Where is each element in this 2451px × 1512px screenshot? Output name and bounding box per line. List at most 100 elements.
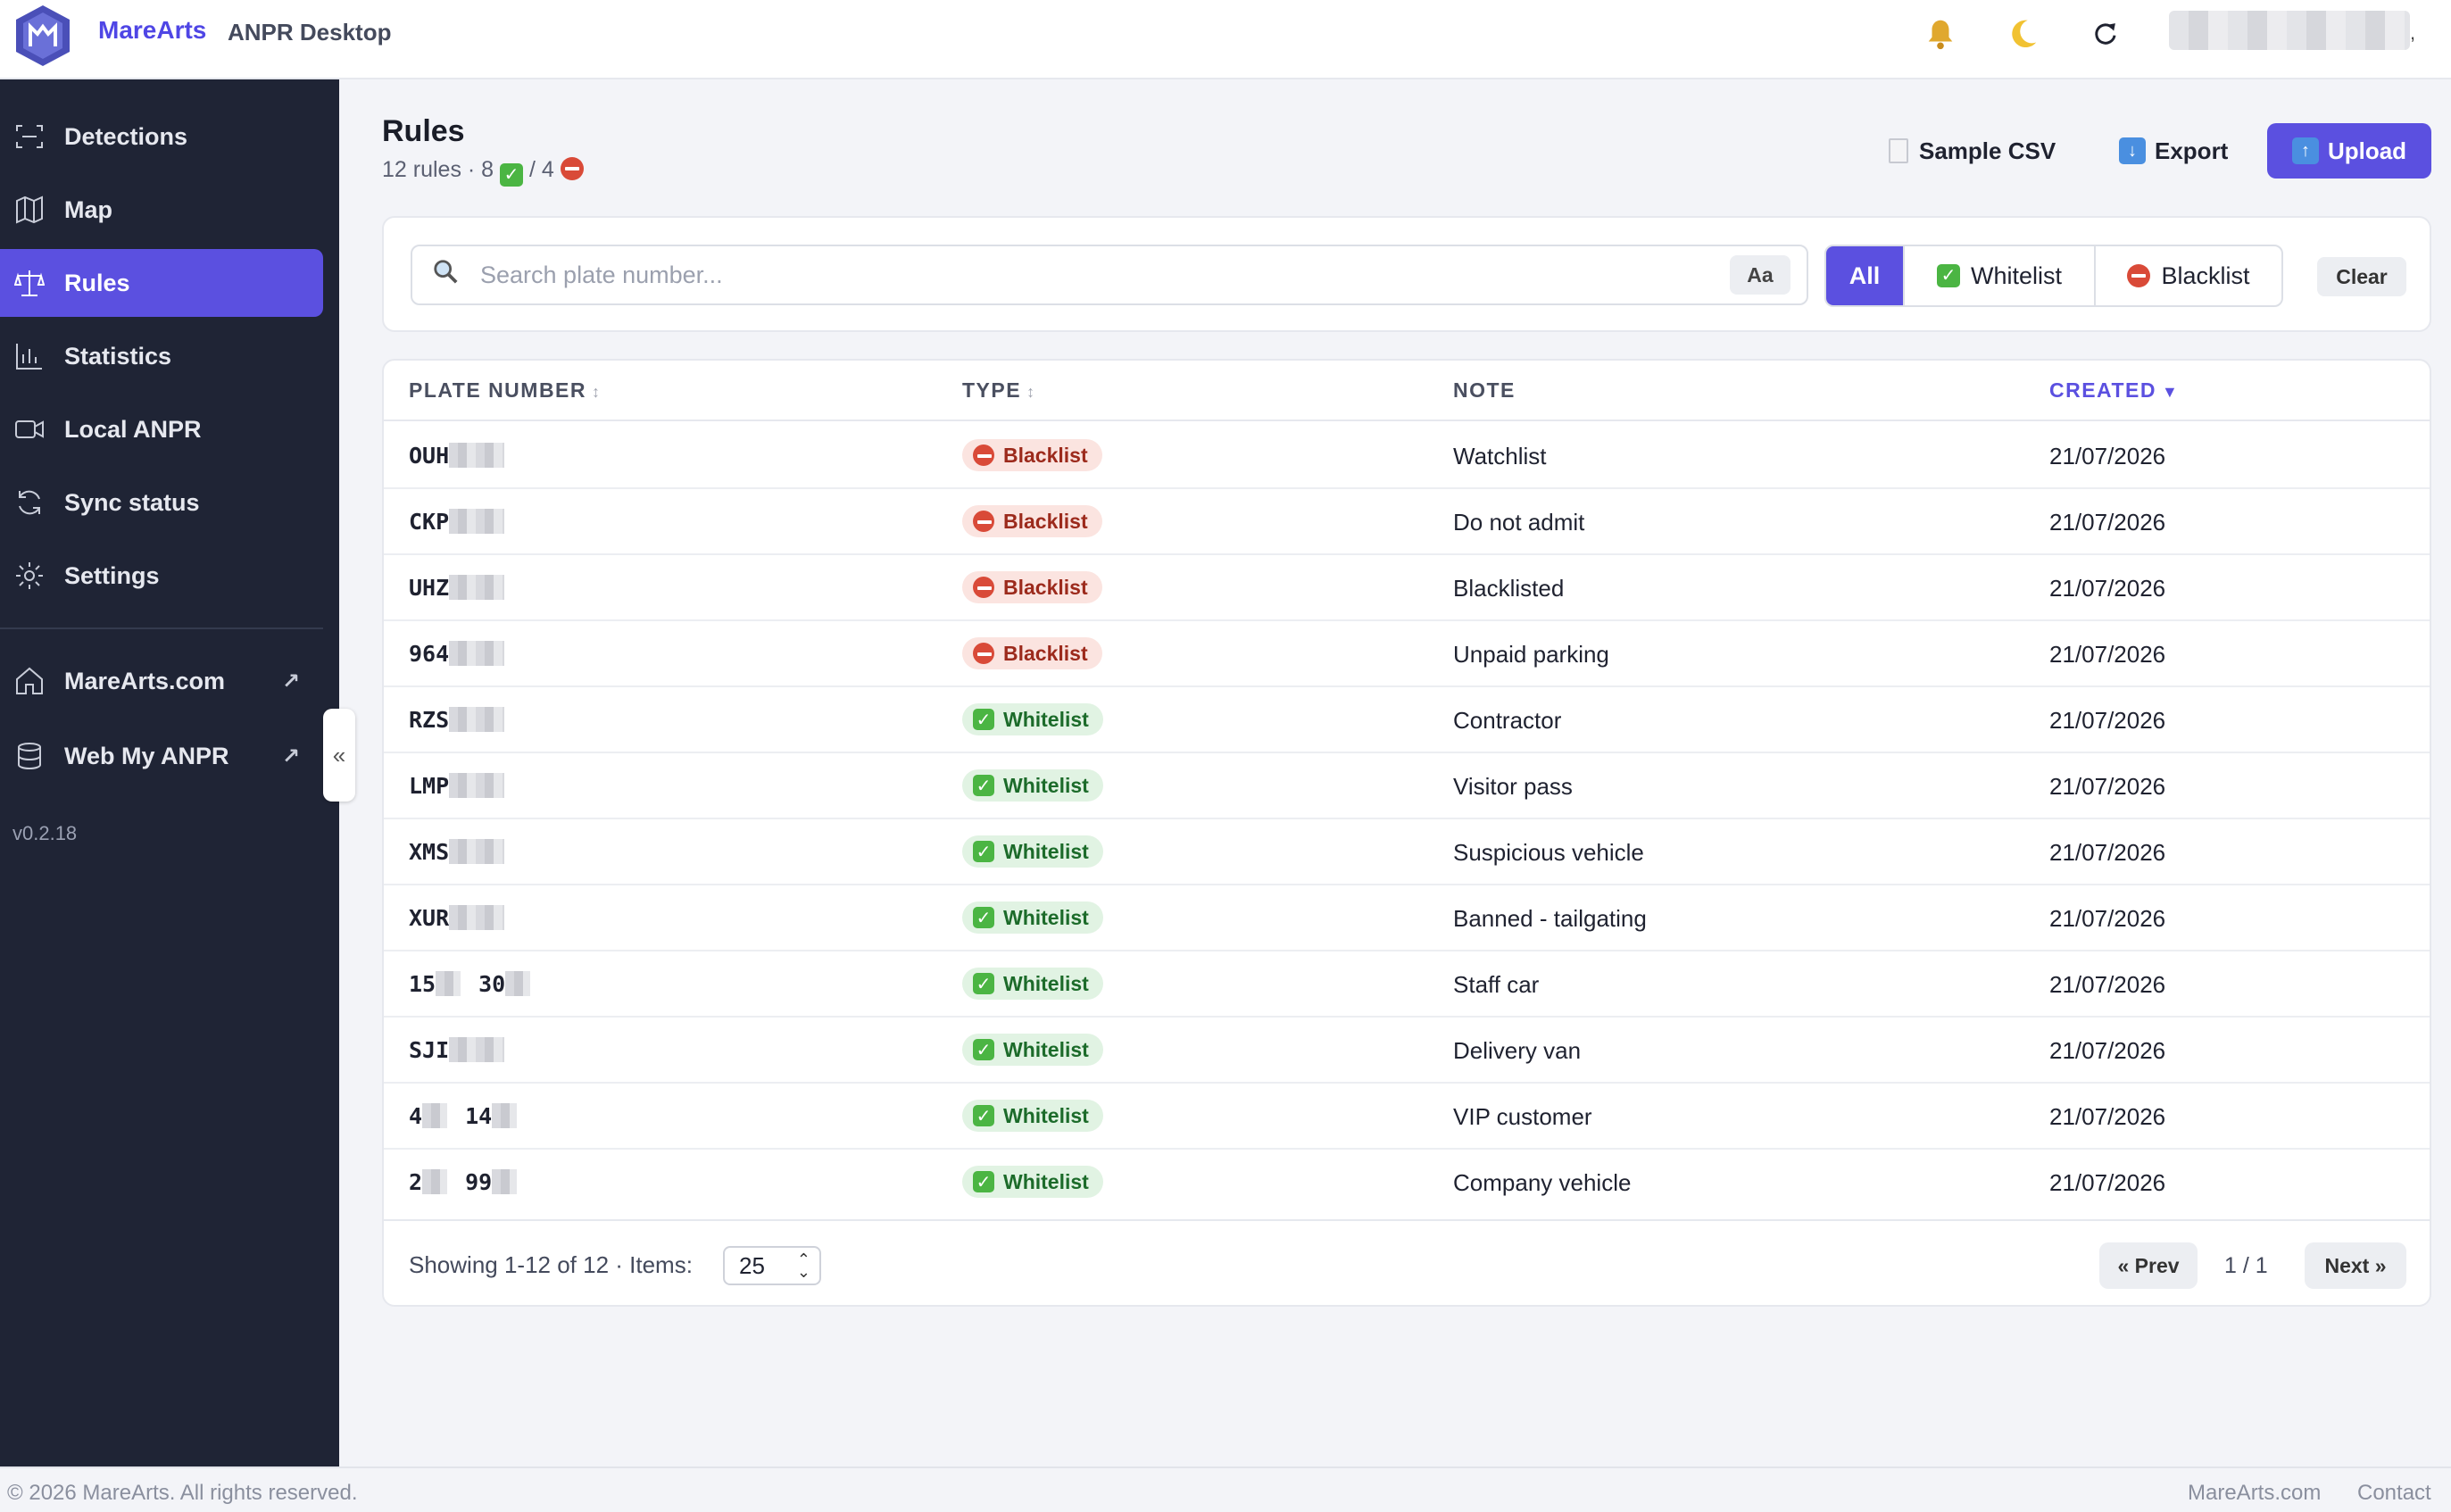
table-row[interactable]: RZS ✓ Whitelist Contractor 21/07/2026 [384, 687, 2430, 753]
upload-arrow-icon: ↑ [2291, 137, 2319, 164]
next-page-button[interactable]: Next » [2305, 1242, 2406, 1289]
sidebar-item-detections[interactable]: Detections [0, 103, 323, 170]
sample-csv-button[interactable]: Sample CSV [1889, 129, 2056, 173]
plate-redacted [449, 641, 505, 666]
plate-prefix: UHZ [409, 575, 450, 601]
type-label: Whitelist [1003, 1169, 1089, 1193]
type-label: Blacklist [1003, 509, 1088, 533]
sort-desc-icon: ▼ [2161, 383, 2180, 401]
plate-part-2: 99 [465, 1169, 493, 1195]
table-row[interactable]: 2 99 ✓ Whitelist Company vehicle 21/07/2026 [384, 1150, 2430, 1216]
column-header-created[interactable]: CREATED ▼ [2049, 378, 2179, 403]
type-badge: ✓ Whitelist [962, 1166, 1103, 1198]
note-text: Visitor pass [1453, 773, 1573, 800]
items-per-page-select[interactable]: 25 ⌃ ⌄ [723, 1246, 821, 1285]
no-entry-icon [560, 157, 584, 180]
bell-icon[interactable] [1919, 12, 1962, 55]
table-row[interactable]: 4 14 ✓ Whitelist VIP customer 21/07/2026 [384, 1084, 2430, 1150]
sidebar-item-label: Local ANPR [64, 415, 202, 443]
export-label: Export [2155, 137, 2229, 164]
table-row[interactable]: UHZ Blacklist Blacklisted 21/07/2026 [384, 555, 2430, 621]
sidebar-item-map[interactable]: Map [0, 176, 323, 244]
scan-icon [14, 121, 45, 152]
note-text: Suspicious vehicle [1453, 839, 1644, 866]
sidebar-link-label: MareArts.com [64, 667, 226, 694]
footer-link-contact[interactable]: Contact [2357, 1481, 2431, 1505]
external-link-icon: ↗ [281, 669, 300, 694]
type-badge: ✓ Whitelist [962, 835, 1103, 868]
user-menu-caret-icon[interactable]: , [2410, 21, 2416, 44]
created-date: 21/07/2026 [2049, 971, 2166, 998]
sidebar-link-web-my-anpr[interactable]: Web My ANPR ↗ [0, 722, 323, 790]
filter-blacklist-button[interactable]: Blacklist [2096, 246, 2281, 305]
filter-whitelist-button[interactable]: ✓ Whitelist [1905, 246, 2096, 305]
user-account-blurred[interactable] [2169, 11, 2410, 50]
app-version: v0.2.18 [12, 822, 78, 844]
rules-summary-count: 12 rules · 8 [382, 157, 494, 182]
column-header-type[interactable]: TYPE ↕ [962, 378, 1036, 403]
page-indicator: 1 / 1 [2224, 1253, 2268, 1278]
sidebar: Detections Map Rules Statistics Local AN… [0, 79, 339, 1466]
sidebar-link-marearts[interactable]: MareArts.com ↗ [0, 647, 323, 715]
sidebar-collapse-button[interactable]: « [323, 709, 355, 802]
table-row[interactable]: SJI ✓ Whitelist Delivery van 21/07/2026 [384, 1018, 2430, 1084]
column-header-created-label: CREATED [2049, 378, 2156, 402]
column-header-plate[interactable]: PLATE NUMBER ↕ [409, 378, 602, 403]
refresh-icon[interactable] [2083, 12, 2126, 55]
plate-prefix: SJI [409, 1037, 450, 1063]
case-sensitive-toggle[interactable]: Aa [1730, 255, 1790, 295]
filter-blacklist-label: Blacklist [2161, 262, 2250, 289]
note-text: Blacklisted [1453, 575, 1565, 602]
sidebar-item-sync-status[interactable]: Sync status [0, 469, 323, 536]
marearts-logo[interactable] [11, 4, 75, 68]
export-button[interactable]: ↓ Export [2119, 129, 2228, 173]
plate-number: UHZ [409, 575, 505, 601]
column-header-type-label: TYPE [962, 378, 1022, 402]
search-input[interactable] [480, 261, 1730, 289]
sort-icon: ↕ [592, 383, 602, 401]
filter-all-button[interactable]: All [1826, 246, 1905, 305]
table-row[interactable]: 964 Blacklist Unpaid parking 21/07/2026 [384, 621, 2430, 687]
created-date: 21/07/2026 [2049, 773, 2166, 800]
check-icon: ✓ [973, 1171, 994, 1192]
type-badge: ✓ Whitelist [962, 703, 1103, 735]
table-row[interactable]: CKP Blacklist Do not admit 21/07/2026 [384, 489, 2430, 555]
document-icon [1889, 138, 1908, 163]
no-entry-icon [973, 511, 994, 532]
table-row[interactable]: XUR ✓ Whitelist Banned - tailgating 21/07/20… [384, 885, 2430, 951]
plate-number: 964 [409, 641, 505, 667]
items-per-page-value: 25 [739, 1251, 765, 1279]
table-row[interactable]: OUH Blacklist Watchlist 21/07/2026 [384, 423, 2430, 489]
check-icon: ✓ [500, 163, 524, 187]
sidebar-item-statistics[interactable]: Statistics [0, 322, 323, 390]
prev-page-button[interactable]: « Prev [2099, 1242, 2198, 1289]
note-text: Unpaid parking [1453, 641, 1609, 668]
no-entry-icon [973, 444, 994, 466]
sidebar-item-local-anpr[interactable]: Local ANPR [0, 395, 323, 463]
sidebar-item-settings[interactable]: Settings [0, 542, 323, 610]
gear-icon [14, 561, 45, 591]
plate-redacted [449, 773, 505, 798]
table-row[interactable]: LMP ✓ Whitelist Visitor pass 21/07/2026 [384, 753, 2430, 819]
created-date: 21/07/2026 [2049, 1169, 2166, 1196]
note-text: Staff car [1453, 971, 1540, 998]
footer-link-marearts[interactable]: MareArts.com [2188, 1481, 2322, 1505]
upload-button[interactable]: ↑ Upload [2267, 123, 2431, 179]
clear-filter-button[interactable]: Clear [2317, 257, 2406, 296]
table-row[interactable]: XMS ✓ Whitelist Suspicious vehicle 21/07/202… [384, 819, 2430, 885]
brand-name[interactable]: MareArts [98, 16, 207, 44]
sidebar-item-label: Settings [64, 561, 160, 589]
no-entry-icon [973, 643, 994, 664]
plate-number: 15 30 [409, 971, 531, 997]
plate-prefix: RZS [409, 707, 450, 733]
plate-number: 2 99 [409, 1169, 518, 1195]
type-label: Blacklist [1003, 575, 1088, 599]
table-row[interactable]: 15 30 ✓ Whitelist Staff car 21/07/2026 [384, 951, 2430, 1018]
table-footer: Showing 1-12 of 12 · Items: 25 ⌃ ⌄ « Prev… [384, 1219, 2430, 1305]
type-badge: ✓ Whitelist [962, 1034, 1103, 1066]
check-icon: ✓ [973, 841, 994, 862]
moon-icon[interactable] [2001, 12, 2044, 55]
note-text: Banned - tailgating [1453, 905, 1647, 932]
check-icon: ✓ [973, 1105, 994, 1126]
sidebar-item-rules[interactable]: Rules [0, 249, 323, 317]
